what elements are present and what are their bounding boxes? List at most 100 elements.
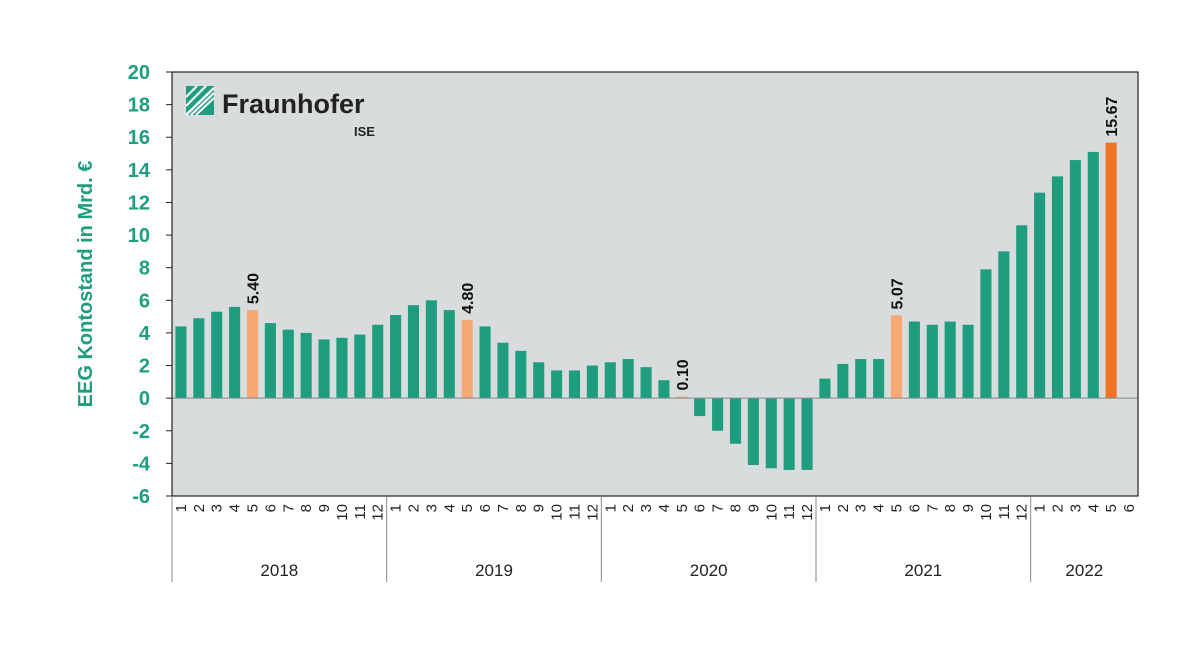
x-tick-label: 7 xyxy=(280,504,297,512)
bar-15 xyxy=(425,300,437,399)
bar-52 xyxy=(1087,151,1099,399)
bar-51 xyxy=(1069,160,1081,399)
data-label-5: 5.40 xyxy=(246,273,263,304)
x-tick-label: 3 xyxy=(423,504,440,512)
y-tick-label: -4 xyxy=(132,453,151,475)
data-label-17: 4.80 xyxy=(460,283,477,314)
bar-33 xyxy=(747,398,759,466)
x-tick-label: 12 xyxy=(584,504,601,521)
data-label-29: 0.10 xyxy=(675,359,692,390)
x-tick-label: 8 xyxy=(513,504,530,512)
bar-41 xyxy=(890,315,903,399)
bar-16 xyxy=(443,310,455,399)
bar-8 xyxy=(300,332,312,399)
x-tick-label: 7 xyxy=(710,504,727,512)
bar-12 xyxy=(372,324,384,399)
y-tick-label: 0 xyxy=(139,388,150,410)
x-tick-label: 5 xyxy=(459,504,476,512)
x-tick-label: 6 xyxy=(692,504,709,512)
logo-subtitle: ISE xyxy=(354,124,375,139)
x-tick-label: 12 xyxy=(370,504,387,521)
y-tick-label: 16 xyxy=(128,127,150,149)
y-tick-label: 14 xyxy=(128,160,151,182)
bar-46 xyxy=(980,269,992,399)
bar-2 xyxy=(193,318,205,399)
x-tick-label: 6 xyxy=(477,504,494,512)
fraunhofer-logo-icon xyxy=(185,85,215,116)
x-tick-label: 2 xyxy=(191,504,208,512)
x-tick-label: 11 xyxy=(781,504,798,520)
bar-47 xyxy=(998,251,1010,399)
bar-3 xyxy=(211,311,223,399)
x-tick-label: 6 xyxy=(906,504,923,512)
x-tick-label: 10 xyxy=(334,504,351,521)
bar-14 xyxy=(407,305,420,399)
bar-1 xyxy=(175,326,187,399)
bar-18 xyxy=(479,326,491,399)
x-tick-label: 2 xyxy=(406,504,423,512)
x-tick-label: 7 xyxy=(495,504,512,512)
x-tick-label: 11 xyxy=(996,504,1013,520)
y-tick-label: 2 xyxy=(139,356,150,378)
bar-32 xyxy=(729,398,742,444)
x-tick-label: 2 xyxy=(1050,504,1067,512)
bar-9 xyxy=(318,339,330,399)
bar-21 xyxy=(533,362,545,399)
x-tick-label: 11 xyxy=(567,504,584,520)
data-label-53: 15.67 xyxy=(1104,96,1121,136)
y-tick-label: -6 xyxy=(132,486,150,508)
bar-7 xyxy=(282,329,294,399)
bar-44 xyxy=(944,321,956,399)
x-tick-label: 5 xyxy=(674,504,691,512)
x-tick-label: 5 xyxy=(1103,504,1120,512)
y-tick-label: 8 xyxy=(139,258,150,280)
bar-40 xyxy=(873,359,885,399)
bar-37 xyxy=(819,378,831,399)
bar-53 xyxy=(1105,142,1117,399)
year-label-2021: 2021 xyxy=(904,561,942,580)
x-tick-label: 9 xyxy=(531,504,548,512)
year-label-2020: 2020 xyxy=(690,561,728,580)
x-tick-label: 4 xyxy=(871,504,888,512)
bar-48 xyxy=(1016,225,1028,399)
x-tick-label: 11 xyxy=(352,504,369,520)
bar-50 xyxy=(1051,176,1064,399)
fraunhofer-logo: Fraunhofer ISE xyxy=(185,85,375,139)
bar-28 xyxy=(658,380,670,399)
x-tick-label: 4 xyxy=(227,504,244,512)
bar-19 xyxy=(497,342,509,399)
y-tick-label: 4 xyxy=(139,323,151,345)
year-label-2019: 2019 xyxy=(475,561,513,580)
logo-wordmark: Fraunhofer xyxy=(222,89,365,119)
x-tick-label: 1 xyxy=(388,504,405,512)
x-tick-label: 5 xyxy=(889,504,906,512)
y-tick-label: 12 xyxy=(128,192,150,214)
x-tick-label: 2 xyxy=(835,504,852,512)
bar-27 xyxy=(640,367,652,399)
y-tick-label: 10 xyxy=(128,225,150,247)
bar-31 xyxy=(712,398,724,431)
x-tick-label: 4 xyxy=(656,504,673,512)
bar-36 xyxy=(801,398,813,470)
bar-13 xyxy=(390,314,402,399)
x-tick-label: 8 xyxy=(298,504,315,512)
bar-22 xyxy=(551,370,563,399)
bar-4 xyxy=(229,306,241,399)
x-tick-label: 10 xyxy=(763,504,780,521)
x-tick-label: 4 xyxy=(441,504,458,512)
bar-24 xyxy=(586,365,598,399)
x-tick-label: 5 xyxy=(245,504,262,512)
x-tick-label: 3 xyxy=(638,504,655,512)
x-tick-label: 12 xyxy=(799,504,816,521)
x-tick-label: 9 xyxy=(960,504,977,512)
x-tick-label: 9 xyxy=(745,504,762,512)
bar-35 xyxy=(783,398,795,470)
x-tick-label: 10 xyxy=(549,504,566,521)
x-tick-label: 8 xyxy=(942,504,959,512)
x-tick-label: 1 xyxy=(1032,504,1049,512)
bar-23 xyxy=(568,370,581,399)
x-tick-label: 1 xyxy=(602,504,619,512)
bar-25 xyxy=(604,362,616,399)
